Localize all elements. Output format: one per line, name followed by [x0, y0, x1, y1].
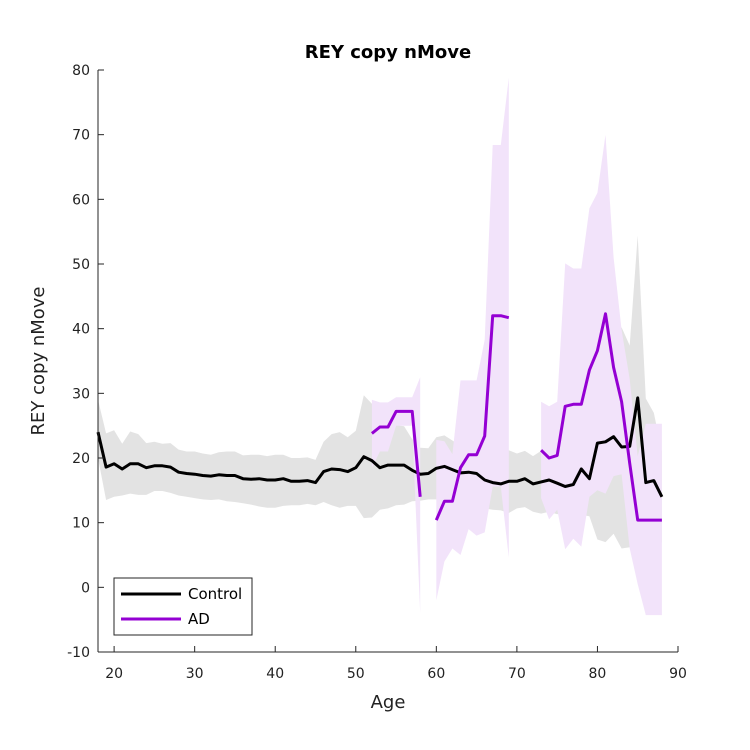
x-axis-label: Age: [371, 692, 406, 713]
y-tick-label-80: 80: [72, 63, 90, 79]
x-tick-label-80: 80: [589, 666, 607, 682]
legend-label-ad: AD: [188, 610, 210, 628]
legend: Control AD: [113, 577, 253, 636]
band-control-0: [98, 235, 662, 567]
x-tick-label-60: 60: [427, 666, 445, 682]
line-ad-2: [540, 312, 662, 522]
y-tick-label-0: 0: [81, 580, 90, 596]
x-tick-label-50: 50: [347, 666, 365, 682]
y-axis-label: REY copy nMove: [28, 287, 49, 436]
line-ad-0: [370, 409, 422, 497]
x-ticks: 20 30 40 50 60 70 80 90: [105, 646, 687, 682]
legend-box: [113, 577, 253, 636]
band-ad-0: [371, 377, 421, 614]
chart-title: REY copy nMove: [305, 42, 471, 63]
y-tick-label-70: 70: [72, 128, 90, 144]
x-tick-label-30: 30: [186, 666, 204, 682]
band-ad-2: [541, 134, 662, 616]
y-ticks: -10 0 10 20 30 40 50 60 70 80: [67, 63, 104, 661]
y-tick-label--10: -10: [67, 645, 90, 661]
x-tick-label-40: 40: [266, 666, 284, 682]
x-tick-label-90: 90: [669, 666, 687, 682]
y-tick-label-10: 10: [72, 516, 90, 532]
line-ad-1: [434, 314, 510, 521]
y-tick-label-30: 30: [72, 386, 90, 402]
x-tick-label-20: 20: [105, 666, 123, 682]
y-tick-label-50: 50: [72, 257, 90, 273]
line-control-0: [96, 396, 664, 498]
series-lines: [96, 312, 664, 522]
y-tick-label-60: 60: [72, 192, 90, 208]
x-tick-label-70: 70: [508, 666, 526, 682]
y-tick-label-20: 20: [72, 451, 90, 467]
legend-label-control: Control: [188, 585, 242, 603]
y-tick-label-40: 40: [72, 322, 90, 338]
